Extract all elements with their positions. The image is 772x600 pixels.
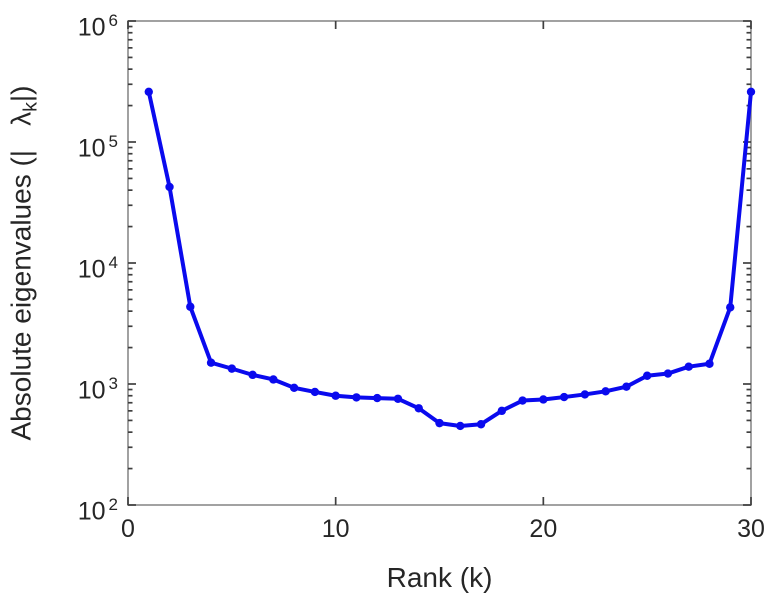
y-tick-label: 10 4 (77, 253, 118, 284)
y-axis-label-suffix: |) (5, 85, 37, 103)
y-tick-label: 10 3 (77, 374, 118, 405)
x-tick-label: 20 (529, 515, 558, 543)
plot-box (127, 20, 752, 506)
data-point (705, 359, 714, 368)
x-tick-label: 10 (321, 515, 350, 543)
data-point (269, 375, 278, 384)
data-point (746, 87, 756, 96)
data-point (497, 406, 506, 416)
data-point (248, 370, 257, 380)
data-point (352, 393, 361, 402)
data-point (393, 394, 403, 403)
data-point (622, 382, 631, 391)
data-point (227, 364, 237, 373)
y-tick-label: 10 2 (77, 495, 118, 526)
y-axis-label: Absolute eigenvalues (| λk|) (6, 86, 43, 441)
data-point (206, 358, 216, 367)
y-tick-label: 10 5 (77, 132, 118, 163)
y-tick-label: 10 6 (77, 11, 118, 42)
data-point (476, 420, 486, 429)
data-point (414, 404, 423, 413)
data-line (146, 89, 753, 428)
x-tick-label: 30 (737, 515, 765, 543)
data-point (165, 182, 174, 192)
x-axis-label: Rank (k) (128, 562, 751, 594)
data-point (663, 369, 673, 378)
lambda-symbol: λk (5, 102, 42, 126)
x-tick-label: 0 (121, 515, 135, 543)
data-point (331, 391, 340, 400)
data-point (373, 393, 382, 403)
x-axis-label-text: Rank (k) (386, 562, 493, 593)
data-point (601, 387, 610, 396)
data-point (726, 303, 735, 312)
data-point (518, 396, 527, 405)
lambda-subscript: k (19, 102, 42, 112)
y-axis-label-prefix: Absolute eigenvalues (| (5, 149, 37, 441)
data-point (642, 371, 652, 380)
data-point (144, 87, 153, 96)
data-point (559, 392, 569, 402)
data-point (539, 395, 548, 404)
data-point (186, 302, 195, 311)
data-point (289, 383, 299, 393)
data-point (310, 387, 320, 397)
data-point (456, 421, 465, 431)
data-point (684, 362, 693, 371)
data-point (435, 418, 444, 428)
data-point (580, 390, 590, 399)
